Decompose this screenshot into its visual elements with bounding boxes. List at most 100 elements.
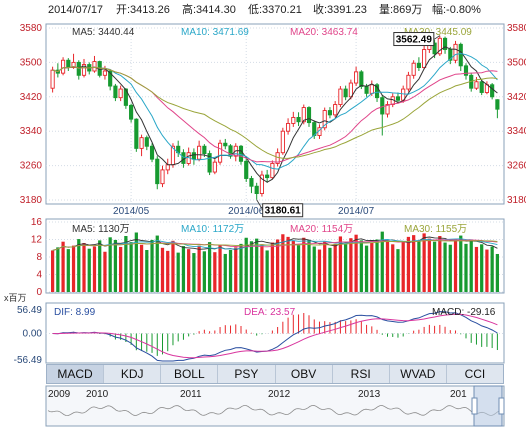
volume-bar	[255, 238, 259, 292]
volume-bar	[370, 243, 374, 292]
volume-bar	[92, 246, 97, 292]
tab-macd[interactable]: MACD	[47, 365, 105, 383]
volume-bar	[113, 239, 118, 292]
volume-bar	[443, 242, 447, 292]
volume-y-tick: 12	[31, 235, 43, 246]
candle-body	[348, 82, 353, 98]
header-close: 收:3391.23	[313, 2, 367, 16]
tab-psy[interactable]: PSY	[218, 365, 276, 383]
volume-bar	[485, 249, 489, 292]
volume-bar	[77, 239, 81, 292]
candle-body	[406, 74, 411, 90]
macd-lines	[52, 311, 498, 362]
tab-rsi[interactable]: RSI	[333, 365, 390, 383]
tab-obv[interactable]: OBV	[276, 365, 333, 383]
price-y-ticks-left: 3580 3500 3420 3340 3260 3180	[20, 23, 43, 206]
volume-bar	[87, 248, 91, 292]
price-y-tick: 3340	[20, 126, 43, 137]
volume-bar	[275, 239, 280, 292]
volume-bar	[412, 235, 416, 292]
volume-bar	[239, 243, 243, 292]
candle-body	[474, 81, 479, 89]
price-x-tick: 2014/06	[228, 206, 265, 217]
candle-body	[453, 43, 458, 61]
volume-bar	[228, 250, 233, 292]
price-y-tick: 3340	[507, 126, 526, 137]
volume-bar	[296, 245, 301, 292]
candle-body	[432, 42, 437, 55]
price-ma-label: MA10: 3471.69	[181, 27, 249, 38]
candle-body	[197, 145, 202, 160]
candle-body	[244, 160, 249, 179]
candle-body	[113, 85, 118, 99]
price-x-tick: 2014/05	[113, 206, 150, 217]
volume-ma-label: MA10: 1172万	[181, 224, 244, 235]
volume-bar	[464, 243, 468, 292]
tab-kdj[interactable]: KDJ	[104, 365, 162, 383]
volume-bar	[495, 253, 500, 292]
candle-body	[359, 71, 364, 87]
price-ma-label: MA5: 3440.44	[72, 27, 135, 38]
volume-bar	[145, 250, 149, 292]
volume-bar	[213, 252, 217, 292]
ma-line	[52, 66, 498, 159]
volume-bar	[234, 247, 238, 292]
volume-y-ticks: 16 12 8 4 0	[31, 217, 43, 298]
macd-y-tick: 56.49	[17, 305, 42, 316]
candle-body	[306, 107, 312, 124]
volume-bar	[338, 236, 343, 292]
indicator-tabs: MACD KDJ BOLL PSY OBV RSI WVAD CCI	[46, 364, 504, 384]
volume-ma-line	[52, 240, 498, 251]
overview-year: 2012	[268, 389, 291, 400]
volume-bar	[307, 239, 311, 292]
range-handle-right[interactable]	[498, 397, 505, 415]
volume-y-tick: 0	[36, 287, 42, 298]
overview-year: 201	[450, 389, 467, 400]
tab-wvad[interactable]: WVAD	[390, 365, 447, 383]
volume-bar	[359, 240, 363, 292]
volume-y-tick: 16	[31, 217, 43, 228]
tab-cci[interactable]: CCI	[464, 367, 486, 381]
price-ma-labels: MA5: 3440.44 MA10: 3471.69 MA20: 3463.74 MA…	[72, 27, 472, 38]
volume-bar	[427, 238, 431, 292]
marker-label: 3562.49	[396, 35, 433, 46]
volume-bar	[181, 246, 186, 292]
volume-bar	[139, 244, 144, 292]
volume-bar	[260, 244, 264, 292]
candle-body	[50, 69, 55, 89]
candle-body	[144, 137, 149, 147]
price-ma-label: MA20: 3463.74	[290, 27, 358, 38]
candle-body	[223, 142, 228, 147]
volume-bar	[453, 239, 458, 292]
volume-bar	[223, 253, 227, 292]
volume-bar	[202, 251, 206, 292]
volume-bar	[197, 245, 201, 292]
marker-label: 3180.61	[265, 206, 302, 217]
header-open: 开:3413.26	[116, 4, 170, 16]
range-handle-left[interactable]	[471, 397, 478, 415]
header-volume: 量:869万	[379, 3, 422, 16]
dea-line	[52, 313, 498, 359]
candle-body	[265, 174, 270, 179]
volume-bar	[448, 244, 452, 292]
volume-bar	[56, 247, 60, 292]
candle-body	[364, 86, 369, 94]
candle-body	[249, 178, 254, 187]
volume-bar	[171, 240, 175, 292]
overview-strip[interactable]	[45, 385, 505, 427]
candle-body	[81, 64, 87, 76]
volume-bar	[375, 239, 379, 292]
volume-bar	[385, 241, 390, 292]
volume-bar	[134, 232, 138, 292]
overview-range-window[interactable]	[473, 385, 503, 427]
overview-year: 2013	[358, 389, 381, 400]
candle-body	[385, 104, 390, 115]
volume-bar	[438, 236, 442, 292]
candle-body	[270, 162, 275, 179]
tab-boll[interactable]: BOLL	[161, 365, 219, 383]
volume-y-tick: 4	[36, 270, 42, 281]
volume-bar	[249, 241, 254, 292]
volume-bar	[349, 238, 353, 292]
price-panel-frame	[45, 23, 505, 205]
